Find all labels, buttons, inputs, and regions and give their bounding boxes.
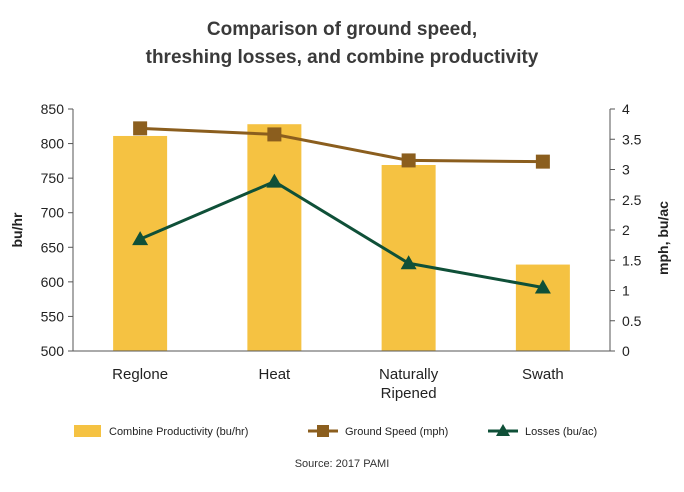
chart-title-line-2: threshing losses, and combine productivi… xyxy=(145,47,539,68)
legend-label: Ground Speed (mph) xyxy=(345,426,448,438)
triangle-marker xyxy=(534,279,551,294)
legend-item-1: Ground Speed (mph) xyxy=(308,425,448,438)
x-tick-label: Reglone xyxy=(112,366,168,383)
x-axis: Reglone Heat Naturally Ripened Swath xyxy=(73,350,610,402)
right-tick-label: 0 xyxy=(622,343,630,359)
left-y-axis: 500 550 600 650 700 750 800 850 bu/hr xyxy=(9,101,74,359)
square-marker xyxy=(535,154,550,169)
legend-label: Losses (bu/ac) xyxy=(525,426,597,438)
right-tick-label: 3 xyxy=(622,162,630,178)
chart-title-line-1: Comparison of ground speed, xyxy=(206,19,478,40)
right-tick-label: 3.5 xyxy=(622,131,642,147)
legend-label: Combine Productivity (bu/hr) xyxy=(109,426,248,438)
right-axis-label: mph, bu/ac xyxy=(655,201,671,275)
triangle-marker xyxy=(266,173,283,188)
triangle-marker xyxy=(400,255,417,270)
left-tick-label: 750 xyxy=(41,170,65,186)
right-tick-label: 1 xyxy=(622,283,630,299)
legend-marker xyxy=(317,425,329,437)
right-tick-label: 2 xyxy=(622,222,630,238)
right-tick-label: 4 xyxy=(622,101,630,117)
x-tick-label: Swath xyxy=(522,366,564,383)
series-line-1 xyxy=(140,126,543,164)
x-tick-label: Ripened xyxy=(381,385,437,402)
bar-3 xyxy=(515,264,570,351)
right-y-axis: 0 0.5 1 1.5 2 2.5 3 3.5 4 mph, bu/ac xyxy=(609,101,671,359)
right-tick-label: 0.5 xyxy=(622,313,642,329)
left-tick-label: 650 xyxy=(41,239,65,255)
square-marker xyxy=(401,153,416,168)
bar-1 xyxy=(247,124,302,351)
legend-item-0: Combine Productivity (bu/hr) xyxy=(74,425,248,438)
bar-series xyxy=(113,124,570,351)
right-tick-label: 2.5 xyxy=(622,192,642,208)
line-series xyxy=(132,121,551,294)
square-marker xyxy=(267,127,282,142)
left-tick-label: 550 xyxy=(41,308,65,324)
left-axis-label: bu/hr xyxy=(9,212,25,248)
chart-title: Comparison of ground speed, threshing lo… xyxy=(0,16,684,72)
series-line-2 xyxy=(139,179,544,289)
legend-marker xyxy=(496,424,510,436)
square-marker xyxy=(133,121,148,136)
left-tick-label: 500 xyxy=(41,343,65,359)
left-tick-label: 600 xyxy=(41,274,65,290)
x-tick-label: Heat xyxy=(259,366,292,383)
legend-item-2: Losses (bu/ac) xyxy=(488,424,597,438)
left-tick-label: 700 xyxy=(41,205,65,221)
source-note: Source: 2017 PAMI xyxy=(295,458,390,470)
triangle-marker xyxy=(132,231,149,246)
left-tick-label: 850 xyxy=(41,101,65,117)
x-tick-label: Naturally xyxy=(379,366,439,383)
right-tick-label: 1.5 xyxy=(622,252,642,268)
left-tick-label: 800 xyxy=(41,136,65,152)
legend: Combine Productivity (bu/hr) Ground Speed… xyxy=(74,424,597,438)
legend-swatch xyxy=(74,425,101,437)
